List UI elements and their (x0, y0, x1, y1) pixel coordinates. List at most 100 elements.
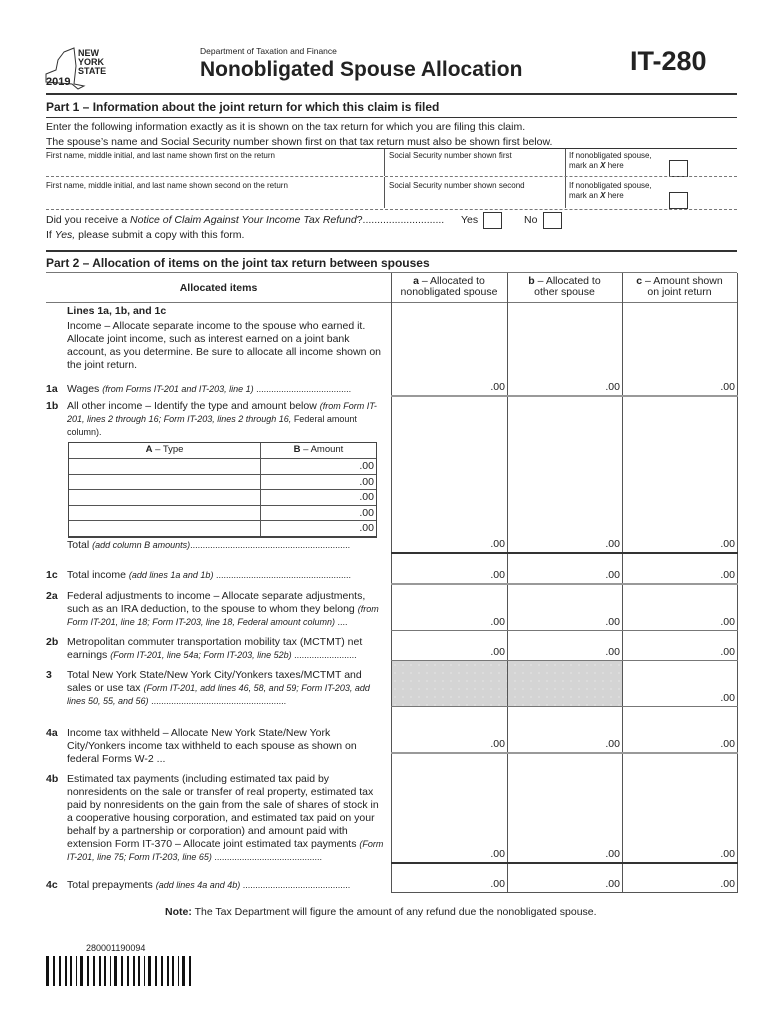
other-income-type-input[interactable] (70, 506, 259, 520)
line-4b-col-c-input[interactable] (623, 836, 714, 860)
divider (46, 93, 737, 95)
name-second-field[interactable]: First name, middle initial, and last nam… (46, 177, 384, 208)
line-4b-description: Estimated tax payments (including estima… (67, 773, 384, 862)
barcode-bar (178, 956, 179, 986)
subtable-col-b: B – Amount (293, 444, 344, 455)
yes-label: Yes (461, 214, 479, 226)
notice-question: Did you receive a Notice of Claim Agains… (46, 214, 445, 226)
name-first-label: First name, middle initial, and last nam… (46, 151, 275, 160)
divider (384, 149, 385, 176)
line-1a-col-a-input[interactable] (392, 369, 484, 393)
part2-title: Part 2 – Allocation of items on the join… (46, 256, 430, 270)
row-divider (391, 395, 738, 397)
line-2b-col-a-input[interactable] (392, 634, 484, 658)
line-1c-col-b-input[interactable] (508, 557, 599, 581)
new-york-state-outline-icon (45, 47, 86, 90)
barcode-bar (127, 956, 129, 986)
mark-first-label: If nonobligated spouse, mark an X here (569, 151, 652, 171)
line-2b-col-b-input[interactable] (508, 634, 599, 658)
row-divider (391, 660, 738, 661)
nonobligated-first-checkbox[interactable] (669, 160, 688, 177)
line-4a-col-a-input[interactable] (392, 726, 484, 750)
notice-yes-checkbox[interactable] (483, 212, 502, 229)
cents-label: .00 (605, 569, 620, 581)
no-label: No (524, 214, 538, 226)
line-1b-total-col-a-input[interactable] (392, 526, 484, 550)
other-income-amount-input[interactable] (262, 459, 352, 473)
ssn-first-field[interactable]: Social Security number shown first (385, 149, 565, 176)
cents-label: .00 (720, 848, 735, 860)
cents-label: .00 (720, 692, 735, 704)
other-income-amount-input[interactable] (262, 490, 352, 504)
divider (565, 149, 566, 176)
cents-label: .00 (490, 381, 505, 393)
line-4a-col-b-input[interactable] (508, 726, 599, 750)
other-income-type-input[interactable] (70, 459, 259, 473)
line-1a-description: Wages (from Forms IT-201 and IT-203, lin… (67, 383, 352, 395)
line-2b-col-c-input[interactable] (623, 634, 714, 658)
line-4c-description: Total prepayments (add lines 4a and 4b) … (67, 879, 351, 891)
income-instructions: Income – Allocate separate income to the… (67, 320, 382, 371)
line-4c-col-a-input[interactable] (392, 866, 484, 890)
ssn-second-field[interactable]: Social Security number shown second (385, 177, 565, 208)
line-1a-col-c-input[interactable] (623, 369, 714, 393)
cents-label: .00 (359, 475, 374, 488)
name-first-field[interactable]: First name, middle initial, and last nam… (46, 149, 384, 176)
other-income-type-input[interactable] (70, 490, 259, 504)
line-2a-col-c-input[interactable] (623, 604, 714, 628)
cents-label: .00 (490, 646, 505, 658)
barcode-bar (99, 956, 101, 986)
line-2a-col-a-input[interactable] (392, 604, 484, 628)
mark-label-line1: If nonobligated spouse, (569, 151, 652, 160)
col-a-header: a – Allocated to nonobligated spouse (400, 275, 498, 298)
cents-label: .00 (605, 646, 620, 658)
line-number: 3 (46, 669, 52, 681)
other-income-amount-input[interactable] (262, 506, 352, 520)
row-divider (391, 862, 738, 864)
cents-label: .00 (605, 738, 620, 750)
line-4b-col-a-input[interactable] (392, 836, 484, 860)
subtable-row-divider (69, 473, 376, 475)
line-1c-col-a-input[interactable] (392, 557, 484, 581)
other-income-amount-input[interactable] (262, 475, 352, 489)
cents-label: .00 (605, 848, 620, 860)
barcode-bar (167, 956, 169, 986)
column-divider (737, 273, 738, 892)
notice-no-checkbox[interactable] (543, 212, 562, 229)
barcode-bar (76, 956, 77, 986)
other-income-type-input[interactable] (70, 475, 259, 489)
cents-label: .00 (605, 878, 620, 890)
cents-label: .00 (490, 878, 505, 890)
line-2a-col-b-input[interactable] (508, 604, 599, 628)
barcode-bar (110, 956, 111, 986)
line-number: 1a (46, 383, 58, 395)
divider (46, 176, 737, 177)
line-4c-col-b-input[interactable] (508, 866, 599, 890)
other-income-amount-input[interactable] (262, 521, 352, 535)
notice-followup: If Yes, please submit a copy with this f… (46, 229, 245, 241)
cents-label: .00 (720, 646, 735, 658)
row-divider (391, 630, 738, 631)
barcode-bar (144, 956, 145, 986)
line-4c-col-c-input[interactable] (623, 866, 714, 890)
cents-label: .00 (720, 738, 735, 750)
column-divider (391, 273, 392, 892)
line-4b-col-b-input[interactable] (508, 836, 599, 860)
divider (384, 177, 385, 208)
line-3-col-c-input[interactable] (623, 680, 714, 704)
department-name: Department of Taxation and Finance (200, 46, 337, 56)
column-divider (622, 273, 623, 892)
row-divider (391, 552, 738, 554)
line-1c-description: Total income (add lines 1a and 1b) .....… (67, 569, 351, 581)
row-divider (391, 892, 738, 893)
line-1a-col-b-input[interactable] (508, 369, 599, 393)
line-4a-col-c-input[interactable] (623, 726, 714, 750)
cents-label: .00 (359, 491, 374, 504)
line-1c-col-c-input[interactable] (623, 557, 714, 581)
line-1b-total-col-c-input[interactable] (623, 526, 714, 550)
other-income-type-input[interactable] (70, 521, 259, 535)
nonobligated-second-checkbox[interactable] (669, 192, 688, 209)
line-1b-total-col-b-input[interactable] (508, 526, 599, 550)
subtable-row-divider (69, 489, 376, 491)
divider (46, 250, 737, 252)
